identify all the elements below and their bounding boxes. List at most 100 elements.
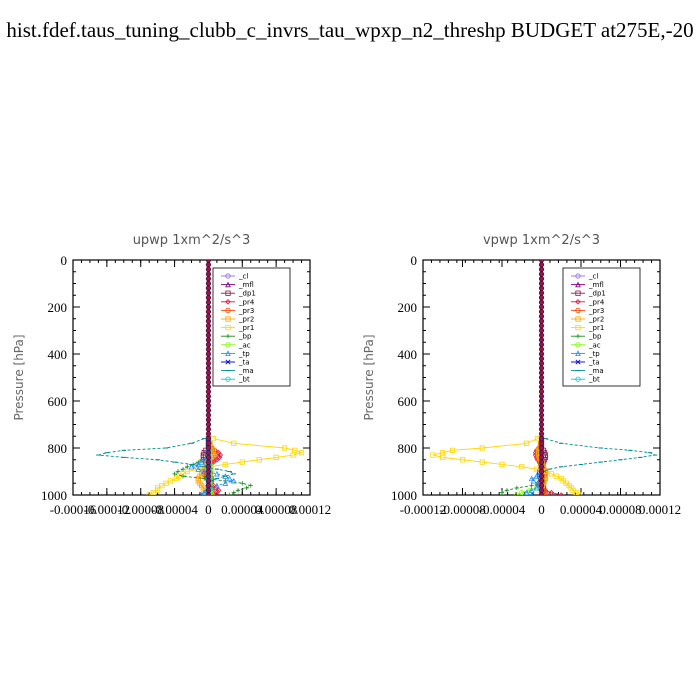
series-ma [539,438,658,495]
data-point [214,482,220,489]
profile-point [205,365,212,371]
data-point [188,463,195,470]
x-tick-label: -0.00004 [151,502,198,517]
profile-point [538,290,545,296]
profile-point [205,487,212,493]
profile-point [538,285,545,291]
profile-point [205,445,212,451]
data-point [214,470,220,477]
legend-label: _ac [588,341,601,349]
profile-point [205,398,212,404]
profile-point [538,487,545,493]
legend-label: _dp1 [588,290,606,298]
profile-point [538,426,545,432]
vpwp-panel: -0.00012-0.00008-0.00004 0 0.000040.000080… [362,233,681,517]
data-point [146,492,152,495]
legend-label: _tp [588,350,600,358]
series-line [541,438,657,495]
legend-marker [225,316,231,322]
profile-point [205,271,212,277]
data-point [214,489,220,495]
data-point [201,468,208,475]
profile-point [538,468,545,475]
legend-label: _pr3 [238,307,254,315]
x-tick-label: 0.00012 [639,502,681,517]
panel-title: upwp 1xm^2/s^3 [133,233,251,248]
legend-label: _ma [588,367,604,375]
profile-point [205,337,212,343]
y-tick-label: 800 [398,441,418,456]
legend-marker [575,316,581,322]
data-point [499,492,505,495]
profile-point [205,374,212,381]
series-line [432,438,580,495]
data-point [479,459,485,465]
profile-point [205,351,212,357]
legend-marker [575,299,581,305]
x-tick-label: -0.00008 [439,502,486,517]
profile-point [538,478,545,484]
profile-point [538,379,545,385]
legend-label: _pr2 [588,316,604,324]
profile-point [205,407,212,414]
profile-point [205,440,212,446]
profile-point [205,464,212,470]
profile-point [205,436,212,442]
data-point [514,485,520,491]
legend-label: _pr1 [238,324,254,332]
data-point [298,450,305,456]
legend-marker [575,324,581,331]
data-point [459,457,466,463]
y-tick-label: 800 [48,441,68,456]
data-point [231,440,237,446]
profile-point [538,342,545,348]
legend-marker [575,342,581,348]
profile-point [538,431,545,437]
data-point [479,445,485,451]
x-tick-label: -0.00012 [84,502,131,517]
y-tick-label: 1000 [391,488,417,503]
profile-point [205,483,212,489]
legend-label: _mfl [238,281,254,289]
data-point [173,475,179,482]
profile-point [538,276,545,282]
profile-point [538,450,545,456]
data-point [529,483,534,488]
x-tick-label: -0.00008 [117,502,164,517]
profile-point [205,266,212,273]
data-point [273,454,279,461]
x-tick-label: 0.00004 [560,502,603,517]
profile-point [538,374,545,381]
data-point [514,492,520,495]
data-point [440,454,446,461]
x-tick-label: 0.00008 [599,502,641,517]
data-point [558,492,565,495]
profile-point [205,356,212,362]
y-tick-label: 200 [48,300,68,315]
profile-point [205,332,212,338]
data-point [430,452,436,458]
data-point [244,485,249,491]
legend-box [212,267,291,387]
data-point [576,492,582,495]
data-point [499,461,505,468]
legend-marker [575,281,581,288]
profile-point [205,426,212,432]
page-title: hist.fdef.taus_tuning_clubb_c_invrs_tau_… [6,18,694,42]
plot-area [96,260,305,495]
data-point [548,471,554,477]
legend-marker [575,334,581,339]
profile-point [205,431,212,437]
legend-label: _cl [238,273,248,281]
profile-point [538,351,545,357]
profile-point [205,421,212,428]
plot-area [430,260,658,495]
profile-point [538,346,545,352]
legend: _cl_mfl_dp1_pr4_pr3_pr2_pr1_bp_ac_tp_ta_… [212,267,291,387]
data-point [248,483,253,488]
legend-label: _bt [238,376,250,384]
profile-point [205,318,212,324]
data-point [534,480,541,486]
series-pr1 [146,435,305,495]
legend-label: _pr1 [588,324,604,332]
